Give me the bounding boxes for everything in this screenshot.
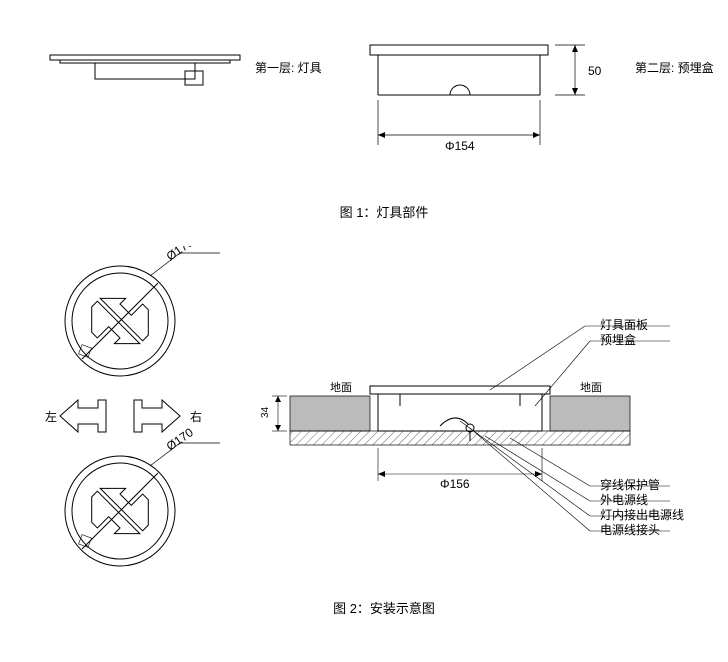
legend-connector: 电源线接头 xyxy=(600,522,660,537)
legend-box: 预埋盒 xyxy=(600,332,636,347)
fig1-height-dim: 50 xyxy=(588,64,602,78)
fig2-ground-right: 地面 xyxy=(580,381,602,394)
fig1-left-label: 第一层: 灯具 xyxy=(255,61,322,75)
figure-2-svg: Ø170 左 右 Ø170 xyxy=(20,246,728,586)
legend-int-power: 灯内接出电源线 xyxy=(600,507,684,522)
fig2-arrow-right-label: 右 xyxy=(190,409,202,424)
fig2-dia-1: Ø170 xyxy=(164,246,196,263)
fig2-dia-2: Ø170 xyxy=(164,425,196,453)
fig2-depth-dim: 34 xyxy=(260,406,271,418)
fig2-top-circle xyxy=(65,253,220,376)
diagram-page: 第一层: 灯具 50 Φ154 第二层: 预埋盒 xyxy=(20,20,728,617)
fig2-ground-left: 地面 xyxy=(330,381,352,394)
legend-panel: 灯具面板 xyxy=(600,318,648,332)
fig2-bottom-circle xyxy=(65,443,220,566)
fig2-width-dim: Φ156 xyxy=(440,477,470,491)
fig1-left-fixture xyxy=(50,55,240,85)
legend-conduit: 穿线保护管 xyxy=(600,477,660,492)
fig2-arrow-left-label: 左 xyxy=(45,409,57,424)
figure-2-caption: 图 2：安装示意图 xyxy=(20,598,728,617)
fig1-right-box: 50 Φ154 xyxy=(370,45,602,153)
fig2-lr-arrows xyxy=(60,400,180,432)
figure-1-svg: 第一层: 灯具 50 Φ154 第二层: 预埋盒 xyxy=(20,20,728,190)
fig1-right-label: 第二层: 预埋盒 xyxy=(635,60,714,75)
fig1-width-dim: Φ154 xyxy=(445,139,475,153)
legend-ext-power: 外电源线 xyxy=(600,493,648,507)
figure-1-caption: 图 1：灯具部件 xyxy=(20,202,728,221)
